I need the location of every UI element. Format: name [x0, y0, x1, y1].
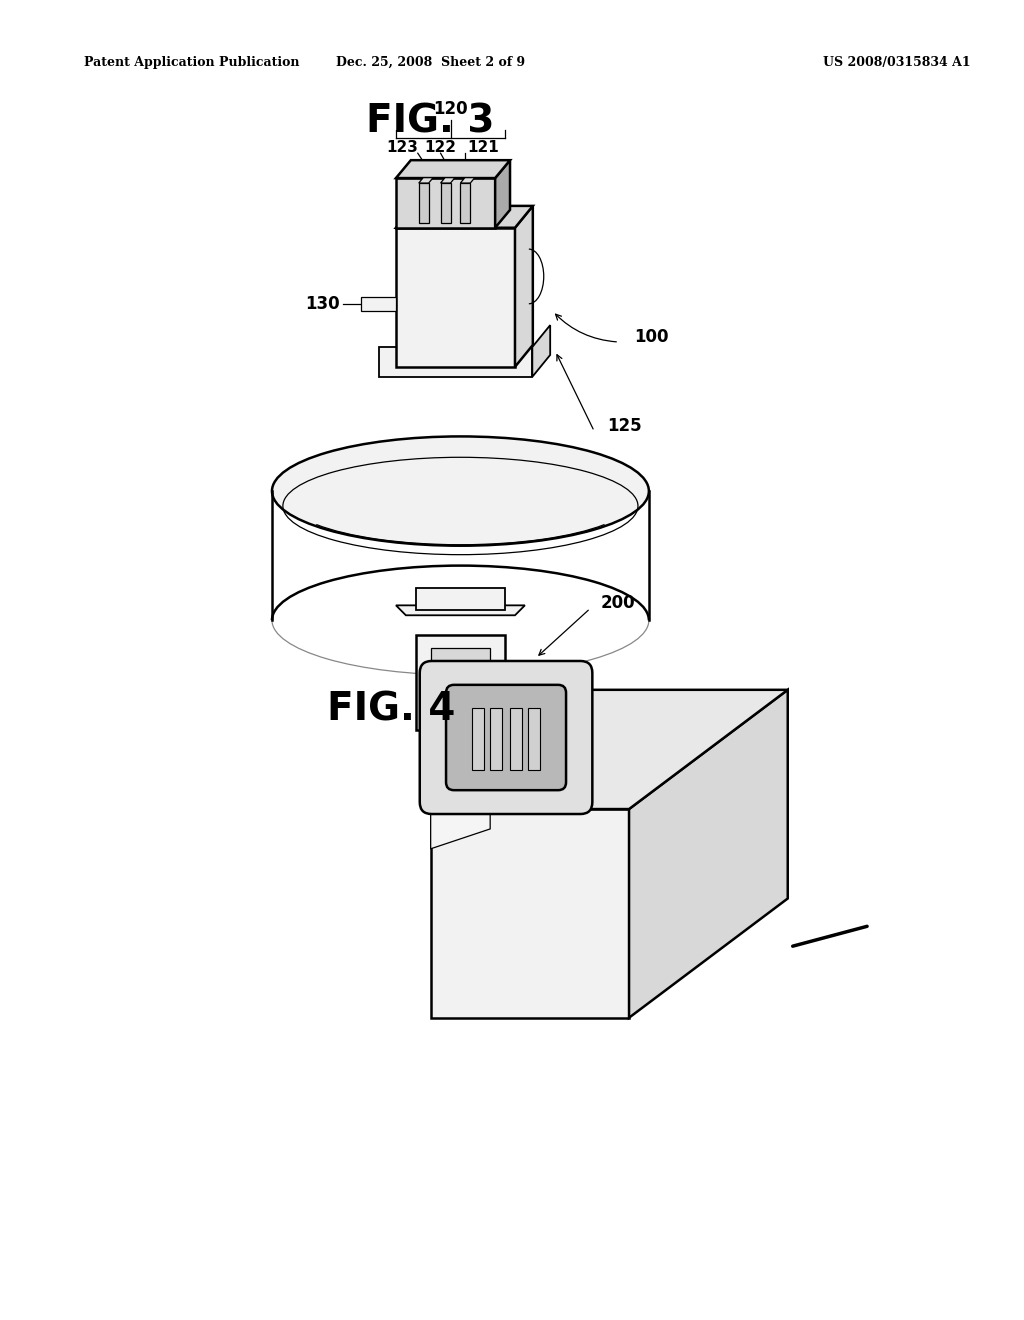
- Polygon shape: [440, 178, 455, 183]
- Polygon shape: [361, 297, 396, 312]
- Polygon shape: [431, 809, 629, 1018]
- Polygon shape: [527, 708, 540, 771]
- Polygon shape: [431, 690, 787, 809]
- Polygon shape: [431, 809, 490, 849]
- Polygon shape: [419, 178, 433, 183]
- Polygon shape: [379, 347, 532, 376]
- Text: Dec. 25, 2008  Sheet 2 of 9: Dec. 25, 2008 Sheet 2 of 9: [336, 55, 525, 69]
- Polygon shape: [532, 325, 550, 376]
- Polygon shape: [396, 606, 525, 615]
- Text: FIG. 3: FIG. 3: [367, 103, 495, 140]
- Polygon shape: [472, 708, 484, 771]
- Text: 200: 200: [600, 594, 635, 612]
- Polygon shape: [396, 178, 496, 228]
- Polygon shape: [431, 648, 490, 671]
- Polygon shape: [396, 228, 515, 367]
- Polygon shape: [629, 690, 787, 1018]
- Ellipse shape: [272, 437, 649, 545]
- Text: 121: 121: [467, 140, 499, 156]
- Polygon shape: [461, 183, 470, 223]
- Text: 130: 130: [305, 296, 339, 313]
- Polygon shape: [419, 183, 429, 223]
- Text: US 2008/0315834 A1: US 2008/0315834 A1: [823, 55, 971, 69]
- Text: FIG. 4: FIG. 4: [327, 690, 456, 729]
- Polygon shape: [515, 206, 532, 367]
- FancyBboxPatch shape: [420, 661, 592, 814]
- Polygon shape: [396, 160, 510, 178]
- FancyBboxPatch shape: [446, 685, 566, 791]
- Text: 122: 122: [425, 140, 457, 156]
- Text: 100: 100: [634, 329, 669, 346]
- Polygon shape: [396, 206, 532, 228]
- Text: Patent Application Publication: Patent Application Publication: [84, 55, 299, 69]
- Text: 120: 120: [433, 99, 468, 117]
- Polygon shape: [490, 708, 502, 771]
- Polygon shape: [510, 708, 522, 771]
- Text: 125: 125: [607, 417, 642, 436]
- Polygon shape: [461, 178, 475, 183]
- Text: 123: 123: [386, 140, 418, 156]
- Polygon shape: [440, 183, 451, 223]
- Polygon shape: [496, 160, 510, 228]
- Bar: [416, 589, 505, 610]
- Polygon shape: [416, 635, 505, 730]
